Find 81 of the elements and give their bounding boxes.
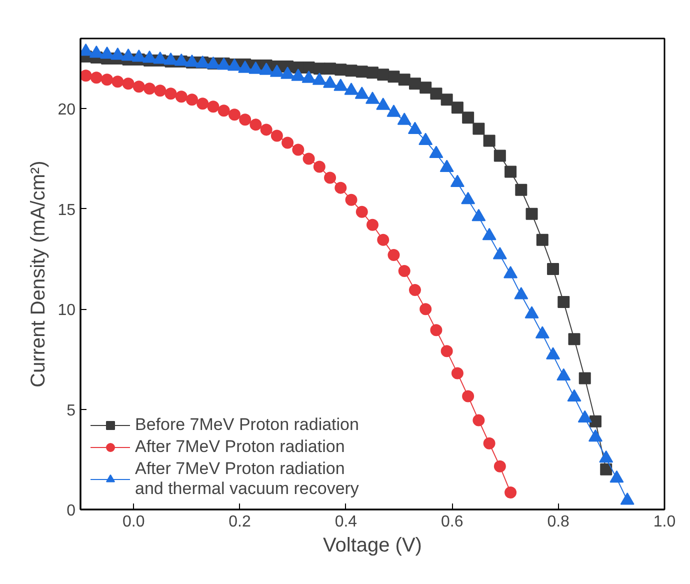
point [515, 184, 528, 196]
point [430, 324, 442, 336]
point [345, 194, 358, 206]
point [101, 74, 114, 86]
y-axis-title: Current Density (mA/cm²) [28, 160, 50, 388]
point [462, 112, 474, 124]
point [483, 134, 496, 147]
point [388, 70, 400, 83]
point [440, 94, 453, 106]
x-tick-label: 0.8 [547, 514, 570, 530]
point [430, 88, 442, 100]
point [292, 144, 304, 156]
legend-label: After 7MeV Proton radiation [135, 437, 345, 457]
point [504, 166, 517, 178]
point [398, 74, 410, 86]
point [451, 367, 464, 380]
point [132, 80, 145, 93]
legend-label: Before 7MeV Proton radiation [135, 415, 359, 435]
point [398, 265, 410, 277]
point [408, 284, 421, 296]
point [388, 248, 400, 261]
point [80, 70, 92, 82]
y-tick-label: 15 [58, 202, 76, 219]
point [366, 218, 378, 231]
point [270, 130, 283, 142]
point [356, 206, 368, 218]
y-tick-label: 0 [66, 502, 76, 520]
x-tick-label: 0.2 [228, 514, 251, 530]
x-axis-title: Voltage (V) [323, 534, 422, 556]
point [408, 78, 421, 90]
point [366, 66, 378, 79]
point [90, 72, 102, 84]
point [526, 208, 538, 220]
point [451, 102, 464, 114]
point [494, 460, 506, 472]
point [494, 150, 506, 162]
point [334, 64, 347, 76]
point [122, 78, 134, 90]
y-tick-label: 10 [58, 302, 76, 320]
point [462, 390, 474, 402]
point [420, 82, 432, 94]
point [302, 152, 315, 165]
point [547, 262, 560, 275]
point [472, 414, 485, 426]
point [186, 94, 198, 106]
point [600, 463, 612, 476]
point [420, 303, 432, 316]
point [536, 234, 548, 246]
point [218, 104, 230, 117]
x-tick-label: 0.0 [122, 514, 145, 530]
point [164, 88, 177, 100]
point [250, 118, 262, 131]
x-tick-label: 1.0 [653, 514, 676, 530]
point [589, 415, 602, 428]
point [260, 124, 272, 136]
point [568, 333, 580, 346]
y-tick-label: 20 [58, 102, 76, 119]
point [282, 136, 294, 149]
point [483, 437, 496, 450]
legend-label: After 7MeV Proton radiation and thermal vacuum recovery [135, 459, 359, 499]
point [112, 76, 124, 88]
point [377, 68, 390, 81]
point [440, 345, 453, 358]
x-tick-label: 0.4 [334, 514, 358, 530]
point [228, 108, 240, 121]
y-tick-label: 5 [66, 402, 76, 420]
point [196, 98, 209, 110]
point [377, 234, 390, 246]
point [504, 486, 517, 498]
point [334, 182, 347, 194]
point [578, 372, 591, 384]
point [175, 90, 188, 103]
point [144, 82, 156, 95]
point [154, 84, 166, 97]
x-tick-label: 0.6 [441, 514, 464, 530]
point [313, 160, 326, 173]
point [324, 172, 336, 184]
point [207, 100, 220, 113]
point [558, 296, 570, 308]
point [239, 114, 252, 126]
point [472, 122, 485, 135]
